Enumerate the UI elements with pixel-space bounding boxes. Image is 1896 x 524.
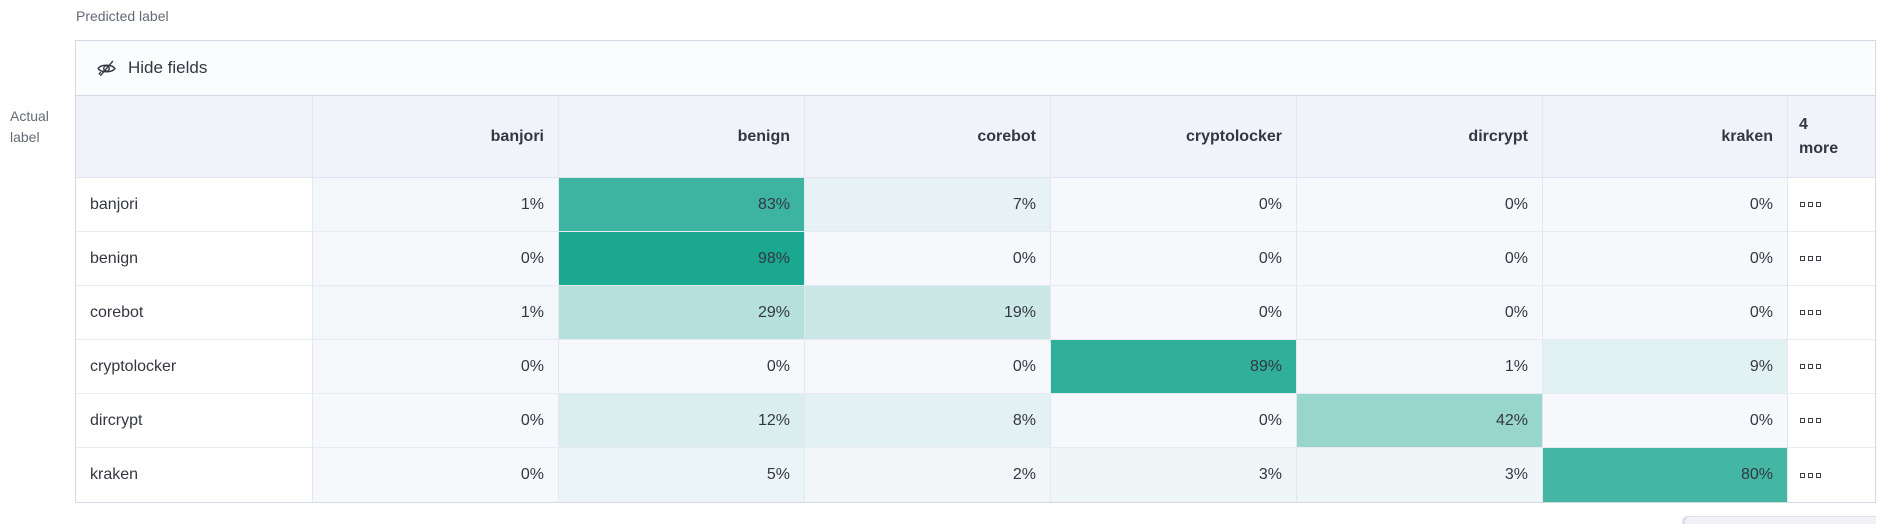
matrix-cell: 80% xyxy=(1543,448,1788,502)
row-label: benign xyxy=(76,232,313,286)
matrix-cell: 89% xyxy=(1051,340,1297,394)
row-label: corebot xyxy=(76,286,313,340)
boxes-horizontal-icon xyxy=(1800,472,1821,478)
matrix-cell: 8% xyxy=(805,394,1051,448)
more-actions-button[interactable] xyxy=(1788,178,1875,232)
matrix-cell: 0% xyxy=(1051,286,1297,340)
matrix-cell: 0% xyxy=(1543,232,1788,286)
row-label: banjori xyxy=(76,178,313,232)
confusion-matrix-grid: Hide fields banjori benign corebot crypt… xyxy=(75,40,1876,503)
matrix-cell: 0% xyxy=(1051,178,1297,232)
matrix-cell: 5% xyxy=(559,448,805,502)
matrix-cell: 0% xyxy=(1051,232,1297,286)
matrix-cell: 0% xyxy=(313,232,559,286)
boxes-horizontal-icon xyxy=(1800,418,1821,423)
matrix-cell: 12% xyxy=(559,394,805,448)
row-label: dircrypt xyxy=(76,394,313,448)
horizontal-scrollbar[interactable] xyxy=(1682,516,1876,524)
column-header-corebot[interactable]: corebot xyxy=(805,96,1051,178)
column-header-banjori[interactable]: banjori xyxy=(313,96,559,178)
matrix-cell: 0% xyxy=(1543,394,1788,448)
matrix-cell: 0% xyxy=(1543,286,1788,340)
eye-slash-icon xyxy=(96,58,117,79)
column-header-more[interactable]: 4 more xyxy=(1788,96,1875,178)
matrix-table: banjori benign corebot cryptolocker dirc… xyxy=(76,96,1875,502)
matrix-cell: 7% xyxy=(805,178,1051,232)
matrix-cell: 1% xyxy=(313,286,559,340)
matrix-cell: 1% xyxy=(1297,340,1543,394)
matrix-cell: 0% xyxy=(313,448,559,502)
matrix-cell: 9% xyxy=(1543,340,1788,394)
matrix-cell: 0% xyxy=(1297,286,1543,340)
matrix-cell: 0% xyxy=(1051,394,1297,448)
more-actions-button[interactable] xyxy=(1788,232,1875,286)
column-header-benign[interactable]: benign xyxy=(559,96,805,178)
matrix-cell: 0% xyxy=(559,340,805,394)
matrix-cell: 0% xyxy=(1297,178,1543,232)
more-actions-button[interactable] xyxy=(1788,394,1875,448)
boxes-horizontal-icon xyxy=(1800,202,1821,207)
matrix-cell: 29% xyxy=(559,286,805,340)
column-header-dircrypt[interactable]: dircrypt xyxy=(1297,96,1543,178)
hide-fields-button[interactable]: Hide fields xyxy=(76,41,1875,96)
matrix-cell: 1% xyxy=(313,178,559,232)
boxes-horizontal-icon xyxy=(1800,310,1821,315)
hide-fields-label: Hide fields xyxy=(128,58,208,77)
matrix-cell: 98% xyxy=(559,232,805,286)
corner-header-cell xyxy=(76,96,313,178)
more-actions-button[interactable] xyxy=(1788,448,1875,502)
column-header-cryptolocker[interactable]: cryptolocker xyxy=(1051,96,1297,178)
matrix-cell: 0% xyxy=(1543,178,1788,232)
predicted-axis-label: Predicted label xyxy=(76,8,169,24)
matrix-cell: 19% xyxy=(805,286,1051,340)
row-label: cryptolocker xyxy=(76,340,313,394)
boxes-horizontal-icon xyxy=(1800,256,1821,261)
more-actions-button[interactable] xyxy=(1788,340,1875,394)
column-header-kraken[interactable]: kraken xyxy=(1543,96,1788,178)
matrix-cell: 0% xyxy=(805,340,1051,394)
more-actions-button[interactable] xyxy=(1788,286,1875,340)
matrix-cell: 3% xyxy=(1297,448,1543,502)
actual-axis-label: Actual label xyxy=(10,108,49,145)
matrix-cell: 3% xyxy=(1051,448,1297,502)
matrix-cell: 0% xyxy=(313,340,559,394)
matrix-cell: 0% xyxy=(805,232,1051,286)
matrix-cell: 0% xyxy=(1297,232,1543,286)
matrix-cell: 83% xyxy=(559,178,805,232)
matrix-cell: 0% xyxy=(313,394,559,448)
row-label: kraken xyxy=(76,448,313,502)
matrix-cell: 2% xyxy=(805,448,1051,502)
matrix-cell: 42% xyxy=(1297,394,1543,448)
boxes-horizontal-icon xyxy=(1800,364,1821,369)
